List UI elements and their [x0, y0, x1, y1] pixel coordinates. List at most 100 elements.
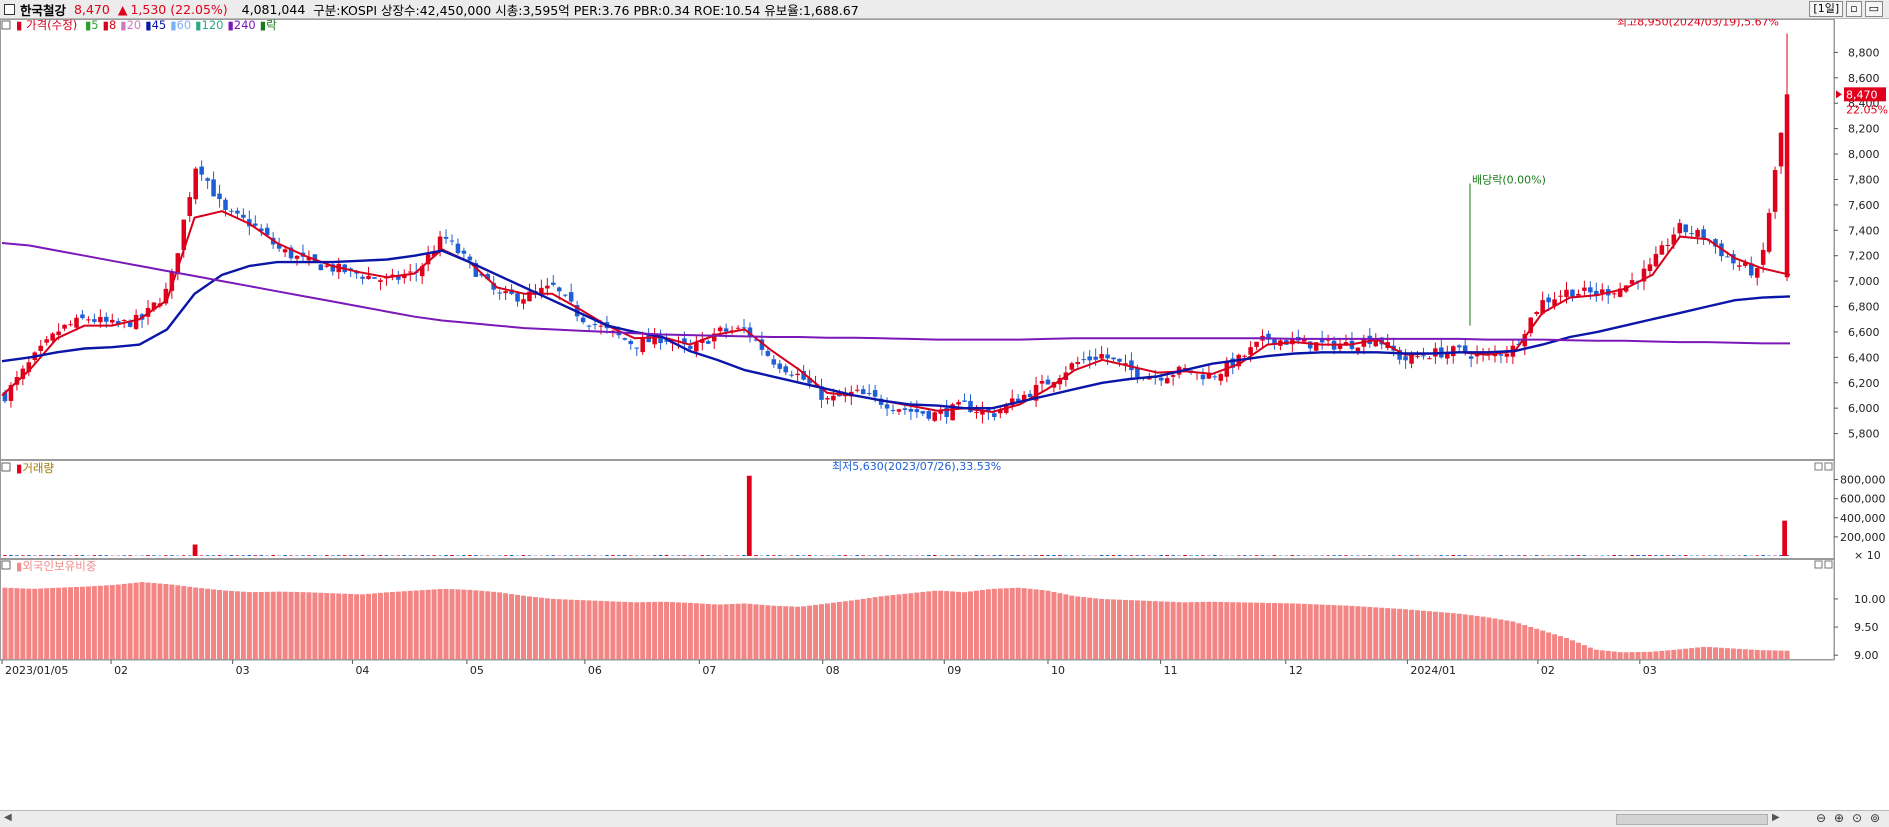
candle-body: [462, 251, 467, 254]
volume-bar: [498, 555, 502, 556]
stock-name[interactable]: 한국철강: [20, 0, 66, 19]
volume-bar: [1165, 555, 1169, 556]
foreign-ratio-bar: [1171, 602, 1176, 659]
foreign-ratio-bar: [634, 602, 639, 659]
foreign-ratio-bar: [688, 603, 693, 659]
foreign-ratio-bar: [300, 592, 305, 659]
foreign-ratio-bar: [1618, 652, 1623, 659]
foreign-ratio-bar: [569, 600, 574, 659]
foreign-panel-toggle-icon[interactable]: [2, 561, 10, 569]
foreign-ratio-bar: [1701, 647, 1706, 659]
restore-icon[interactable]: ▭: [1865, 1, 1883, 17]
volume-bar: [450, 555, 454, 556]
foreign-ratio-bar: [950, 591, 955, 659]
candle-body: [199, 167, 204, 175]
foreign-ratio-bar: [1665, 650, 1670, 659]
candle-body: [718, 328, 723, 332]
candle-body: [795, 374, 800, 375]
foreign-ratio-bar: [414, 591, 419, 660]
candle-body: [468, 257, 473, 261]
candle-body: [1356, 348, 1361, 351]
candle-body: [825, 398, 830, 399]
window-checkbox-icon[interactable]: [4, 4, 15, 15]
foreign-ratio-bar: [169, 585, 174, 659]
stock-chart[interactable]: 8,8008,6008,4008,2008,0007,8007,6007,400…: [0, 19, 1889, 810]
volume-bar: [1612, 555, 1616, 556]
volume-bar: [1016, 555, 1020, 556]
volume-bar: [248, 555, 252, 556]
candle-body: [1546, 298, 1551, 303]
volume-bar: [1297, 555, 1301, 556]
foreign-ratio-bar: [801, 606, 806, 659]
volume-bar: [9, 555, 13, 556]
scroll-thumb[interactable]: [1616, 814, 1768, 825]
scroll-left-icon[interactable]: ◀: [4, 812, 12, 823]
volume-bar: [605, 555, 609, 556]
candle-body: [885, 404, 890, 408]
foreign-ratio-bar: [1165, 602, 1170, 659]
panel-control-icon[interactable]: [1815, 561, 1822, 568]
scroll-right-icon[interactable]: ▶: [1772, 812, 1780, 823]
foreign-ratio-bar: [676, 602, 681, 659]
candle-body: [217, 194, 222, 199]
volume-bar: [1666, 555, 1670, 556]
foreign-ratio-bar: [1343, 606, 1348, 659]
volume-bar: [522, 555, 526, 556]
candle-body: [456, 244, 461, 253]
panel-control-icon[interactable]: [1825, 561, 1832, 568]
foreign-ratio-bar: [1141, 601, 1146, 659]
foreign-ratio-bar: [1606, 651, 1611, 659]
candle-body: [38, 346, 43, 351]
volume-bar: [57, 555, 61, 556]
volume-panel-toggle-icon[interactable]: [2, 463, 10, 471]
volume-bar: [426, 555, 430, 556]
candle-body: [1070, 363, 1075, 369]
zoom-in-icon[interactable]: ⊕: [1834, 811, 1844, 825]
foreign-tick-label: 10.00: [1854, 593, 1886, 606]
candle-body: [235, 211, 240, 214]
volume-bar: [587, 555, 591, 556]
volume-bar: [51, 555, 55, 556]
candle-body: [646, 335, 651, 342]
maximize-icon[interactable]: ▫: [1846, 1, 1861, 17]
foreign-ratio-bar: [1123, 600, 1128, 659]
candle-body: [1105, 354, 1110, 358]
up-arrow-icon: ▲: [118, 2, 128, 17]
volume-bar: [933, 555, 937, 556]
volume-bar: [1028, 555, 1032, 556]
foreign-ratio-bar: [944, 591, 949, 659]
volume-bar: [432, 555, 436, 556]
volume-bar: [581, 555, 585, 556]
volume-bar: [182, 555, 186, 556]
volume-bar: [1398, 555, 1402, 556]
foreign-ratio-bar: [378, 593, 383, 659]
candle-body: [325, 266, 330, 267]
panel-control-icon[interactable]: [1825, 463, 1832, 470]
foreign-ratio-bar: [1129, 600, 1134, 659]
candle-body: [521, 299, 526, 303]
foreign-ratio-bar: [324, 593, 329, 659]
foreign-ratio-bar: [1117, 600, 1122, 659]
zoom-reset-icon[interactable]: ⊙: [1852, 811, 1862, 825]
candle-body: [92, 319, 97, 322]
period-button[interactable]: [1일]: [1809, 1, 1843, 17]
candle-body: [1421, 355, 1426, 356]
horizontal-scrollbar[interactable]: ◀ ▶ ⊖ ⊕ ⊙ ⊚: [0, 810, 1889, 827]
foreign-ratio-bar: [1153, 601, 1158, 659]
candle-body: [122, 320, 127, 321]
panel-control-icon[interactable]: [1815, 463, 1822, 470]
candle-body: [68, 324, 73, 325]
foreign-ratio-bar: [843, 601, 848, 659]
volume-bar: [683, 555, 687, 556]
zoom-out-icon[interactable]: ⊖: [1816, 811, 1826, 825]
foreign-ratio-bar: [455, 589, 460, 659]
volume-bar: [1577, 555, 1581, 556]
foreign-ratio-bar: [1463, 614, 1468, 659]
volume-bar: [283, 555, 287, 556]
foreign-ratio-bar: [730, 604, 735, 659]
zoom-fit-icon[interactable]: ⊚: [1870, 811, 1880, 825]
foreign-ratio-bar: [265, 592, 270, 659]
candle-body: [915, 409, 920, 412]
price-panel-toggle-icon[interactable]: [2, 21, 10, 29]
foreign-ratio-bar: [700, 604, 705, 659]
